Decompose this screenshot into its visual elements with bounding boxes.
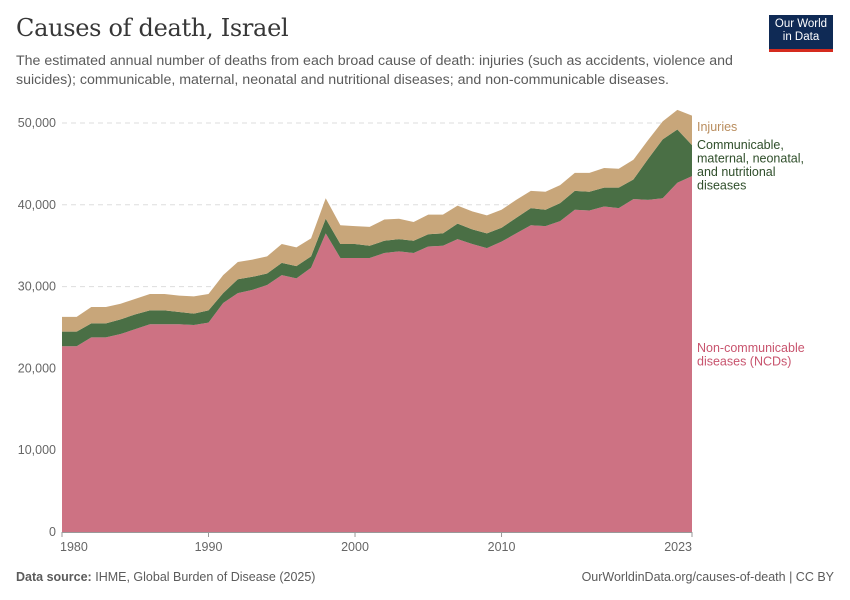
owid-logo[interactable]: Our World in Data [769, 15, 833, 52]
logo-line-2: in Data [782, 31, 820, 43]
legend-label-line: Injuries [697, 120, 737, 134]
legend-communicable[interactable]: Communicable,maternal, neonatal,and nutr… [697, 138, 804, 193]
data-source-text: IHME, Global Burden of Disease (2025) [95, 570, 316, 584]
y-tick-label: 30,000 [18, 280, 56, 294]
data-source: Data source: IHME, Global Burden of Dise… [16, 570, 315, 584]
x-tick-label: 2000 [341, 540, 369, 554]
x-tick-label: 2010 [488, 540, 516, 554]
y-tick-label: 20,000 [18, 361, 56, 375]
chart-subtitle: The estimated annual number of deaths fr… [16, 53, 733, 88]
chart-title: Causes of death, Israel [16, 14, 289, 42]
y-tick-label: 10,000 [18, 443, 56, 457]
area-injuries[interactable] [62, 109, 692, 332]
data-source-label: Data source: [16, 570, 92, 584]
area-communicable[interactable] [62, 129, 692, 347]
legend-label-line: maternal, neonatal, [697, 152, 804, 166]
legend-injuries[interactable]: Injuries [697, 120, 737, 134]
url-license[interactable]: OurWorldinData.org/causes-of-death | CC … [581, 570, 834, 584]
legend-label-line: diseases [697, 179, 746, 193]
y-tick-label: 50,000 [18, 116, 56, 130]
area-ncd[interactable] [62, 176, 692, 533]
logo-line-1: Our World [774, 18, 828, 30]
y-tick-label: 40,000 [18, 198, 56, 212]
area-series [62, 109, 692, 533]
x-tick-label: 1980 [60, 540, 88, 554]
y-tick-label: 0 [49, 525, 56, 539]
x-axis: 1980 1990 2000 2010 2023 [60, 532, 693, 554]
x-tick-label: 1990 [195, 540, 223, 554]
x-tick-label: 2023 [664, 540, 692, 554]
legend-label-line: diseases (NCDs) [697, 355, 791, 369]
y-axis: 0 10,000 20,000 30,000 40,000 50,000 [18, 116, 56, 539]
legend-label-line: Non-communicable [697, 341, 805, 355]
legend-label-line: Communicable, [697, 138, 784, 152]
legend-label-line: and nutritional [697, 165, 776, 179]
